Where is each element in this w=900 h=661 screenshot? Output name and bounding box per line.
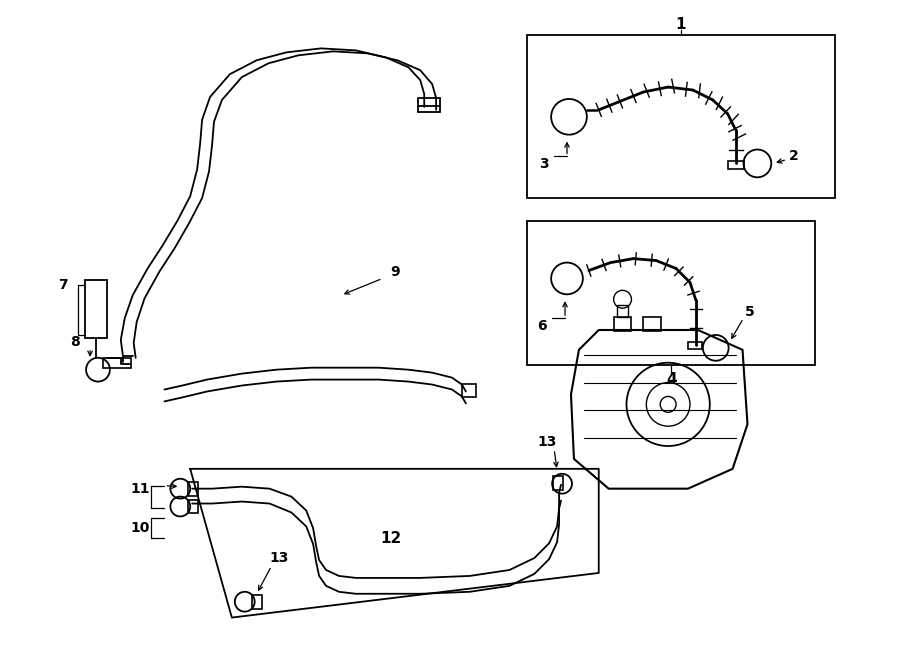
Text: 13: 13 — [270, 551, 289, 565]
Text: 8: 8 — [70, 335, 80, 349]
Bar — [527, 34, 834, 198]
Text: 11: 11 — [130, 482, 150, 496]
Bar — [527, 221, 814, 365]
Bar — [418, 98, 440, 112]
Text: 6: 6 — [537, 319, 547, 333]
Bar — [616, 305, 628, 317]
Bar — [614, 317, 632, 331]
Bar — [188, 500, 198, 514]
Text: 12: 12 — [380, 531, 401, 546]
Text: 4: 4 — [666, 372, 677, 387]
Bar — [86, 280, 107, 338]
Bar — [462, 383, 476, 397]
Bar — [727, 161, 743, 169]
Text: 7: 7 — [58, 278, 68, 292]
Text: 2: 2 — [789, 149, 799, 163]
Text: 13: 13 — [537, 435, 557, 449]
Text: 10: 10 — [130, 522, 150, 535]
Bar — [688, 342, 702, 349]
Text: 3: 3 — [539, 157, 549, 171]
Bar — [103, 358, 130, 368]
Bar — [188, 482, 198, 496]
Text: 5: 5 — [744, 305, 754, 319]
Bar — [554, 476, 563, 490]
Bar — [252, 595, 262, 609]
Bar — [644, 317, 662, 331]
Text: 9: 9 — [391, 266, 401, 280]
Text: 1: 1 — [676, 17, 687, 32]
